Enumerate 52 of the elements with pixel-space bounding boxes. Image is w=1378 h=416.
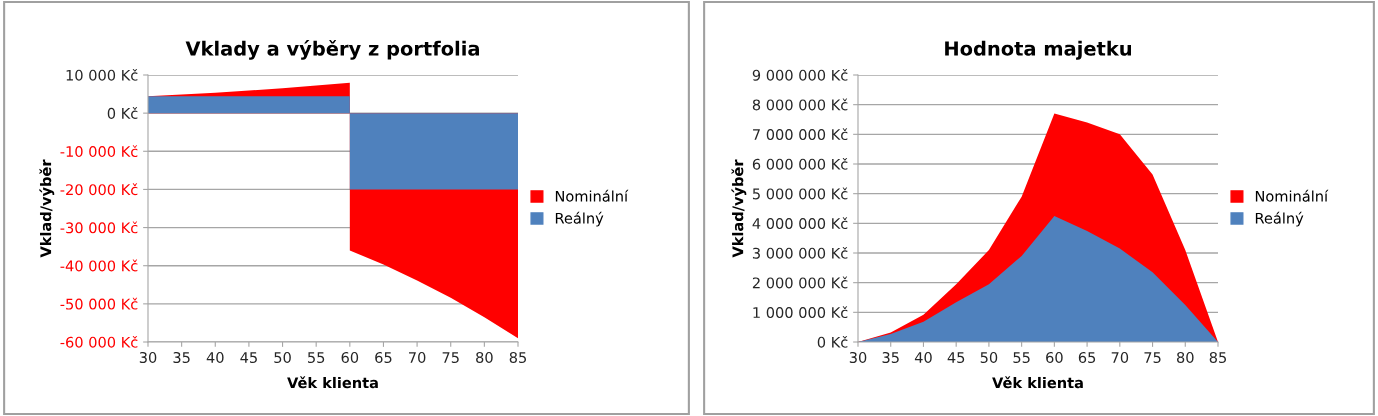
y-axis-title: Vklad/výběr	[731, 159, 747, 258]
y-tick-label: 10 000 Kč	[66, 68, 138, 81]
x-tick-label: 45	[947, 352, 965, 364]
x-tick-label: 45	[240, 352, 257, 364]
y-tick-label: -50 000 Kč	[60, 297, 138, 310]
y-tick-label: 1 000 000 Kč	[753, 306, 848, 319]
legend-label: Nominální	[555, 189, 629, 202]
y-tick-label: 6 000 000 Kč	[752, 157, 848, 170]
y-tick-label: -60 000 Kč	[60, 335, 138, 348]
y-tick-label: -20 000 Kč	[60, 183, 138, 196]
x-tick-label: 85	[1209, 351, 1226, 364]
y-tick-label: 0 Kč	[107, 107, 138, 119]
legend-label: Reálný	[555, 211, 604, 227]
x-tick-label: 65	[375, 351, 392, 364]
legend-label: Nominální	[1255, 189, 1329, 202]
y-tick-label: -30 000 Kč	[60, 221, 138, 234]
x-tick-label: 80	[1176, 351, 1194, 364]
y-tick-label: 3 000 000 Kč	[752, 246, 848, 259]
x-axis-title: Věk klienta	[992, 376, 1083, 389]
x-tick-label: 75	[1144, 352, 1161, 364]
chart-title: Hodnota majetku	[945, 40, 1131, 60]
x-tick-label: 80	[476, 351, 493, 364]
y-tick-label: 4 000 000 Kč	[752, 217, 848, 230]
x-tick-label: 30	[849, 351, 867, 364]
x-tick-label: 75	[442, 352, 459, 364]
x-tick-label: 85	[509, 351, 526, 364]
chart-title: Vklady a výběry z portfolia	[185, 40, 479, 60]
y-tick-label: 0 Kč	[817, 335, 848, 348]
x-axis-title: Věk klienta	[287, 376, 378, 389]
x-tick-label: 65	[1078, 351, 1096, 364]
x-tick-label: 50	[274, 351, 291, 364]
x-tick-label: 55	[308, 352, 325, 364]
y-axis-title: Vklad/výběr	[39, 159, 55, 258]
x-tick-label: 50	[980, 351, 998, 364]
y-tick-label: 2 000 000 Kč	[752, 276, 848, 289]
x-tick-label: 60	[341, 351, 359, 364]
x-tick-label: 35	[882, 351, 899, 364]
y-tick-label: -10 000 Kč	[60, 145, 138, 158]
x-tick-label: 40	[206, 351, 224, 364]
y-tick-label: 8 000 000 Kč	[752, 98, 848, 111]
x-tick-label: 30	[139, 351, 157, 364]
x-tick-label: 60	[1046, 351, 1063, 364]
y-tick-label: 9 000 000 Kč	[752, 68, 848, 81]
x-tick-label: 55	[1013, 352, 1030, 364]
x-tick-label: 40	[914, 351, 932, 364]
y-tick-label: 5 000 000 Kč	[752, 187, 848, 200]
y-tick-label: 7 000 000 Kč	[753, 128, 848, 141]
legend-label: Reálný	[1255, 211, 1304, 227]
x-tick-label: 35	[173, 351, 190, 364]
y-tick-label: -40 000 Kč	[60, 259, 138, 272]
x-tick-label: 70	[1111, 351, 1129, 364]
x-tick-label: 70	[409, 351, 426, 364]
